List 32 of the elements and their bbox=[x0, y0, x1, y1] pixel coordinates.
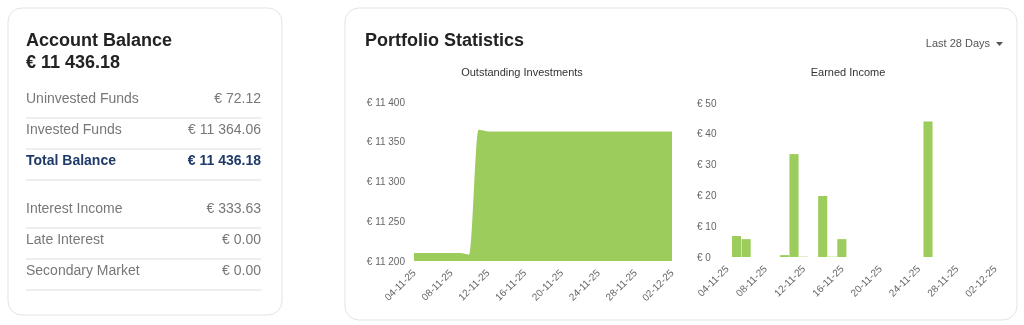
y-tick-label: € 11 250 bbox=[366, 215, 406, 227]
y-tick-label: € 20 bbox=[697, 189, 717, 201]
y-tick-label: € 10 bbox=[697, 220, 717, 232]
text: € 11 436.18 bbox=[26, 52, 121, 72]
bar bbox=[923, 121, 933, 257]
text: Secondary Market bbox=[26, 262, 140, 278]
chart-title: Outstanding Investments bbox=[461, 66, 584, 78]
text: € 11 436.18 bbox=[187, 152, 262, 168]
text: Total Balance bbox=[26, 152, 117, 168]
text: € 0.00 bbox=[222, 231, 262, 247]
y-tick-label: € 11 300 bbox=[366, 176, 406, 187]
text: € 72.12 bbox=[214, 90, 262, 106]
text: € 11 364.06 bbox=[188, 121, 262, 137]
chart-title: Earned Income bbox=[810, 66, 886, 78]
y-tick-label: € 50 bbox=[697, 97, 717, 109]
text: Late Interest bbox=[26, 231, 104, 247]
y-tick-label: € 40 bbox=[697, 128, 717, 140]
y-tick-label: € 0 bbox=[697, 251, 712, 263]
bar bbox=[818, 196, 828, 257]
bar bbox=[837, 239, 847, 257]
y-tick-label: € 11 400 bbox=[366, 96, 406, 108]
text: Interest Income bbox=[26, 200, 123, 216]
y-tick-label: € 11 350 bbox=[366, 136, 406, 148]
y-tick-label: € 30 bbox=[697, 159, 717, 171]
text: € 0.00 bbox=[222, 262, 262, 278]
text: Last 28 Days bbox=[925, 37, 991, 49]
text: Uninvested Funds bbox=[26, 90, 139, 106]
text: € 333.63 bbox=[206, 200, 262, 216]
text: Portfolio Statistics bbox=[365, 30, 525, 50]
y-tick-label: € 11 200 bbox=[366, 255, 406, 267]
text: Invested Funds bbox=[26, 121, 122, 137]
text: Account Balance bbox=[26, 30, 173, 50]
